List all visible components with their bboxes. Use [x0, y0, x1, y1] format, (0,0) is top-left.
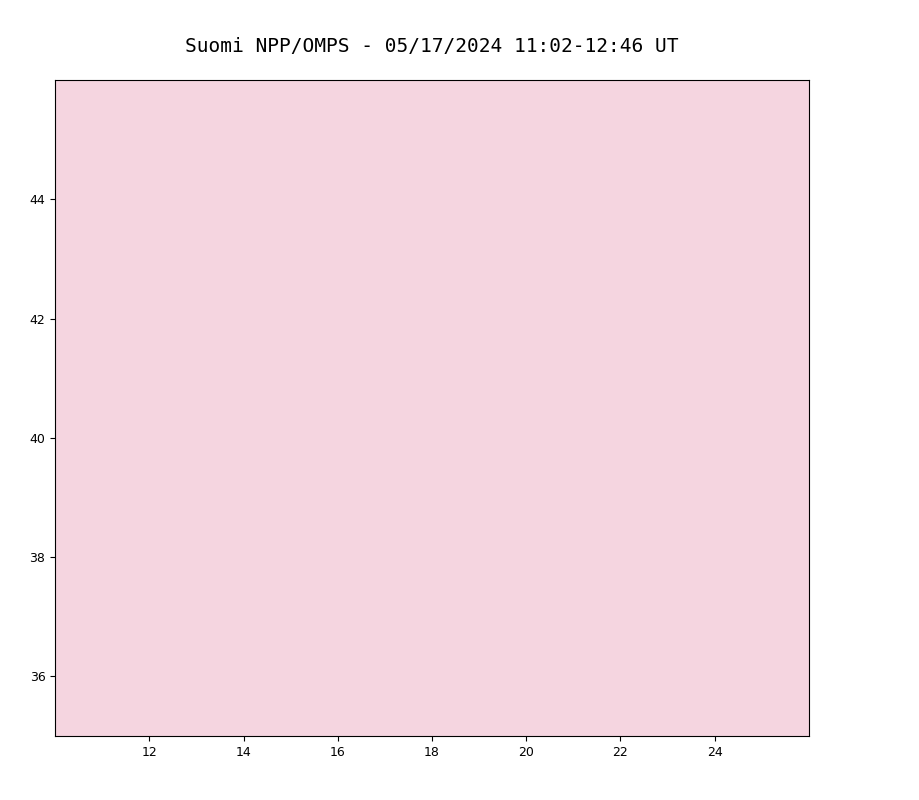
Title: Suomi NPP/OMPS - 05/17/2024 11:02-12:46 UT: Suomi NPP/OMPS - 05/17/2024 11:02-12:46 …: [186, 38, 678, 56]
